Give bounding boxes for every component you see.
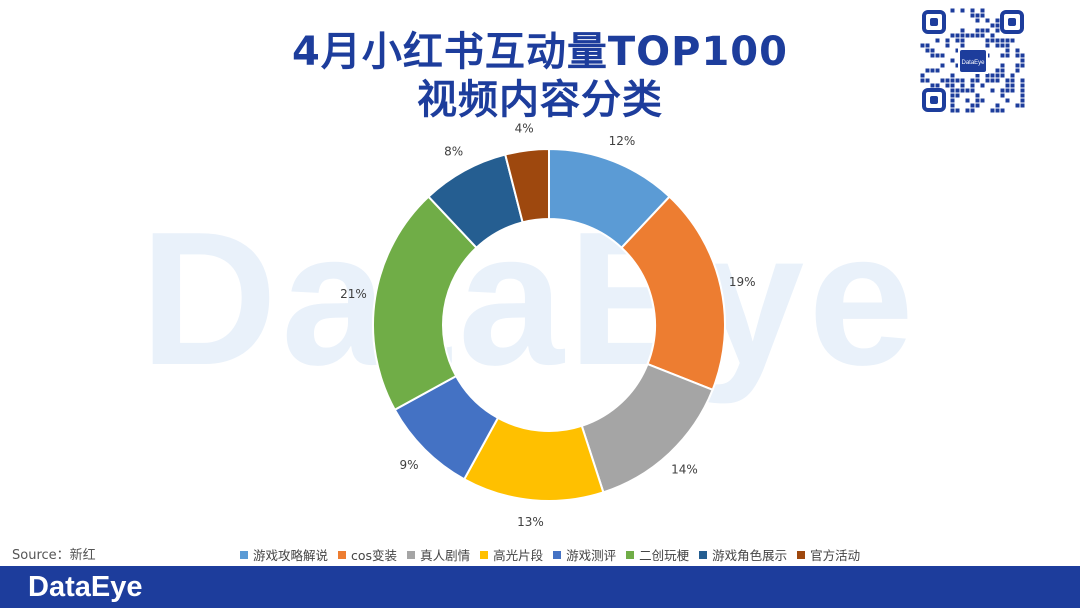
slice-label-1: 12% (609, 134, 636, 148)
source-note: Source：新红 (12, 548, 96, 563)
slice-label-3: 14% (671, 462, 698, 476)
title-line-1: 4月小红书互动量TOP100 (292, 29, 788, 75)
legend-item-5: 游戏测评 (553, 545, 616, 564)
legend-label: 游戏角色展示 (712, 548, 788, 563)
legend-item-6: 二创玩梗 (626, 545, 689, 564)
legend-item-2: cos变装 (338, 545, 397, 564)
legend-item-7: 游戏角色展示 (699, 545, 787, 564)
donut-slice-6 (372, 195, 478, 412)
legend-label: 高光片段 (493, 548, 544, 563)
legend-item-1: 游戏攻略解说 (240, 545, 328, 564)
title-line-2: 视频内容分类 (417, 77, 663, 123)
page-title: 4月小红书互动量TOP100 视频内容分类 (230, 28, 850, 124)
legend-item-3: 真人剧情 (407, 545, 470, 564)
slice-label-6: 21% (340, 287, 367, 301)
chart-legend: 游戏攻略解说 cos变装 真人剧情 高光片段 游戏测评 二创玩梗 游戏角色展示 官方活动 (240, 545, 860, 564)
donut-slice-2 (620, 195, 726, 392)
legend-swatch (797, 550, 806, 559)
footer-bar: DataEye (0, 566, 1080, 608)
legend-label: 二创玩梗 (639, 548, 690, 563)
legend-label: cos变装 (351, 548, 398, 563)
slice-label-7: 8% (444, 145, 463, 159)
legend-item-4: 高光片段 (480, 545, 543, 564)
slice-label-8: 4% (515, 122, 534, 136)
slice-label-2: 19% (729, 275, 756, 289)
legend-swatch (626, 550, 635, 559)
legend-swatch (338, 550, 347, 559)
slice-label-4: 13% (517, 515, 544, 529)
qr-badge-text: DataEye (961, 60, 985, 66)
legend-swatch (240, 550, 248, 559)
legend-label: 官方活动 (810, 548, 861, 563)
legend-swatch (553, 550, 562, 559)
donut-slice-8 (504, 147, 550, 224)
legend-swatch (407, 550, 416, 559)
watermark: DataEye (140, 193, 918, 405)
footer-logo: DataEye (28, 571, 143, 603)
legend-swatch (699, 550, 708, 559)
qr-code-icon: DataEye (920, 8, 1026, 114)
legend-label: 游戏攻略解说 (253, 548, 329, 563)
legend-label: 游戏测评 (566, 548, 617, 563)
legend-label: 真人剧情 (420, 548, 471, 563)
legend-item-8: 官方活动 (797, 545, 860, 564)
legend-swatch (480, 550, 489, 559)
slice-label-5: 9% (399, 458, 418, 472)
